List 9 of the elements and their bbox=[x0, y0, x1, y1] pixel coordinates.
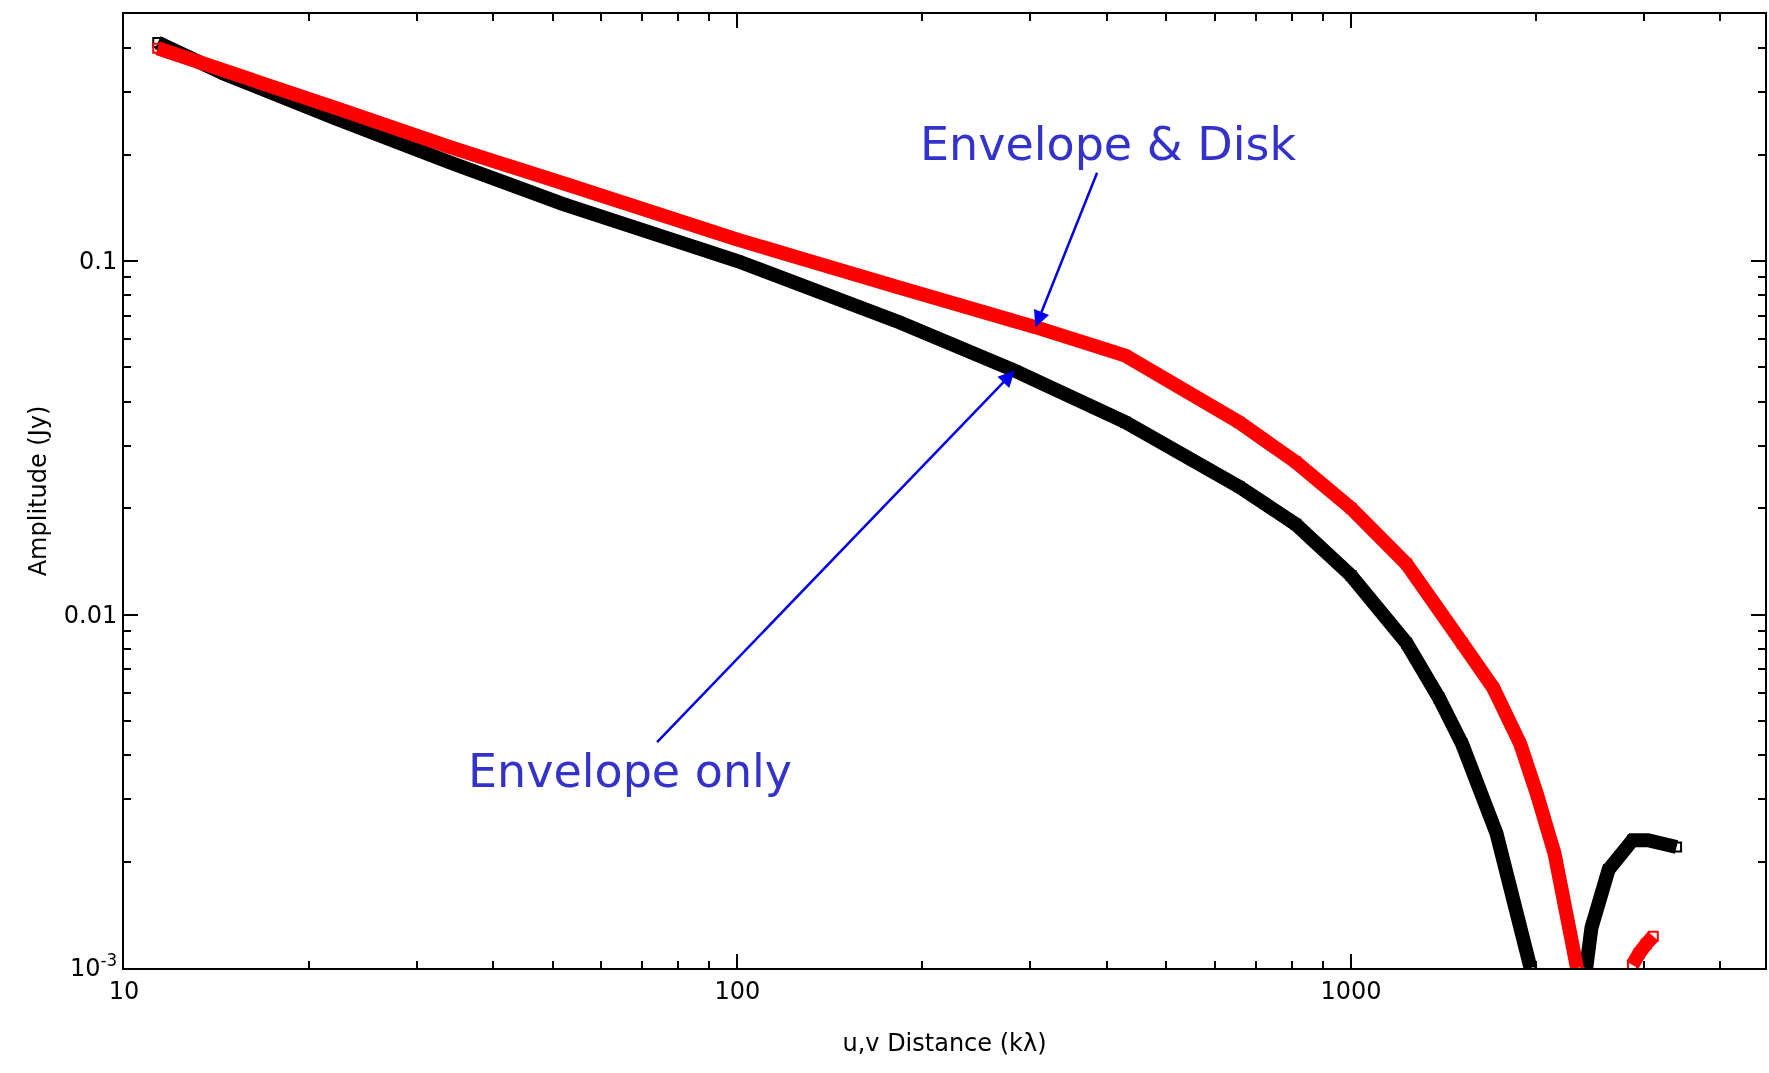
x-tick-label: 1000 bbox=[1320, 976, 1382, 1005]
annotation: Envelope only bbox=[468, 744, 793, 798]
y-tick-label: 0.1 bbox=[79, 247, 118, 276]
x-tick-label: 10 bbox=[108, 976, 140, 1005]
x-axis-title: u,v Distance (kλ) bbox=[842, 1028, 1047, 1057]
y-tick-label: 0.01 bbox=[63, 600, 118, 629]
y-axis-title: Amplitude (Jy) bbox=[24, 405, 53, 577]
annotation: Envelope & Disk bbox=[920, 117, 1297, 171]
x-tick-label: 100 bbox=[714, 976, 761, 1005]
